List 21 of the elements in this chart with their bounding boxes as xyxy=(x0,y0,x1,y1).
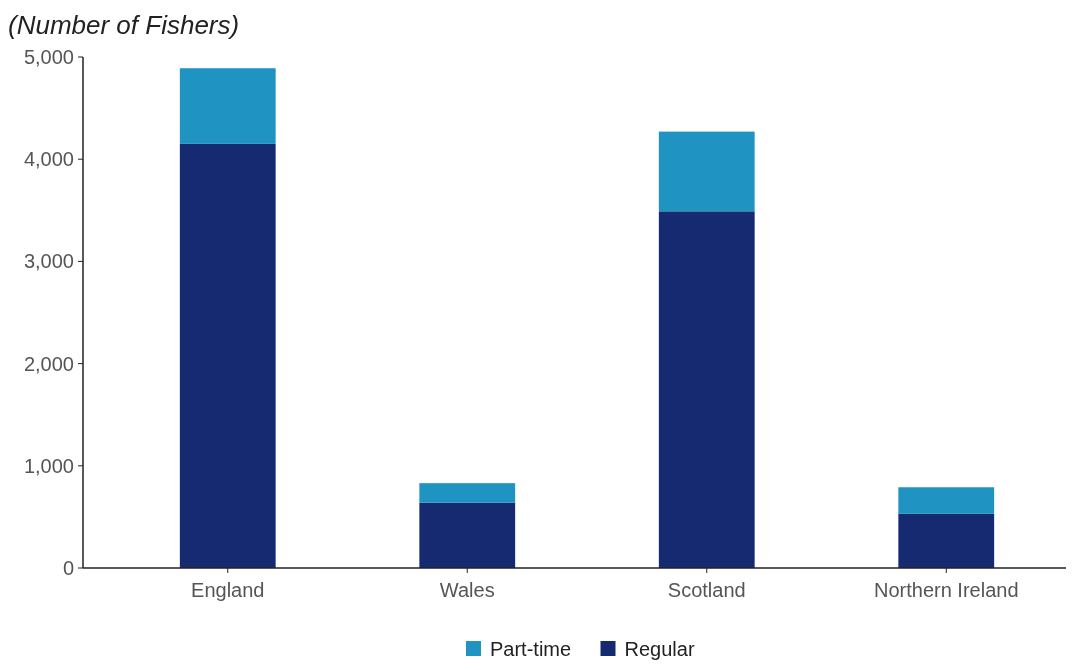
bar xyxy=(419,502,516,568)
bar xyxy=(658,131,755,212)
y-tick-label: 3,000 xyxy=(23,250,74,273)
bar xyxy=(898,513,995,568)
bar xyxy=(419,483,516,503)
legend-label: Part-time xyxy=(490,638,572,660)
x-tick-label: Scotland xyxy=(667,579,746,601)
bar xyxy=(898,487,995,514)
bar xyxy=(179,68,276,144)
x-tick-label: Wales xyxy=(439,579,495,601)
bar xyxy=(658,211,755,568)
legend-label: Regular xyxy=(624,638,695,660)
y-tick-label: 0 xyxy=(62,557,74,579)
x-tick-label: Northern Ireland xyxy=(873,579,1019,601)
bar xyxy=(179,143,276,568)
y-tick-label: 1,000 xyxy=(23,454,74,477)
y-tick-label: 2,000 xyxy=(23,352,74,375)
y-tick-label: 5,000 xyxy=(23,46,74,68)
chart-title: (Number of Fishers) xyxy=(8,10,240,40)
y-tick-label: 4,000 xyxy=(23,148,74,171)
x-tick-label: England xyxy=(191,579,265,601)
